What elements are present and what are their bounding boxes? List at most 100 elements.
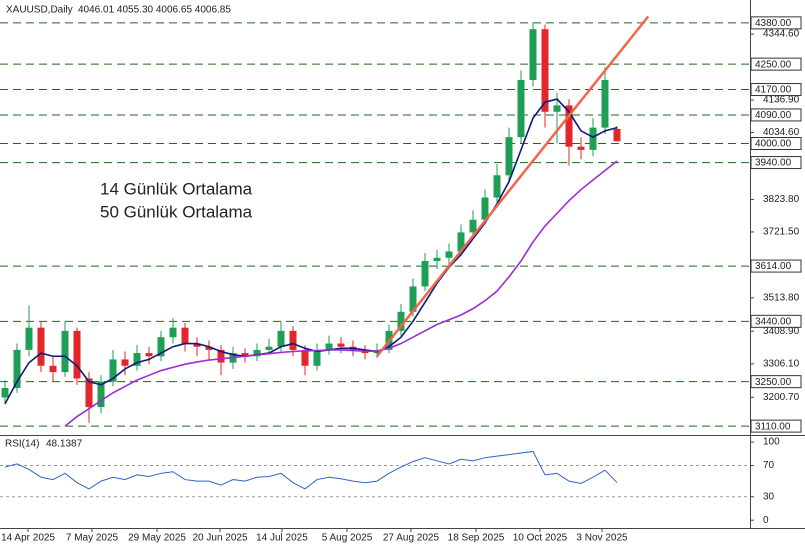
level-label-box bbox=[750, 16, 802, 30]
x-tick-label: 3 Nov 2025 bbox=[576, 533, 628, 544]
candle-body bbox=[433, 257, 441, 261]
rsi-tick-label: 30 bbox=[763, 491, 775, 502]
level-label-box bbox=[750, 156, 802, 170]
candle-body bbox=[205, 346, 213, 350]
x-tick-label: 27 Aug 2025 bbox=[383, 533, 440, 544]
legend-entry: 14 Günlük Ortalama bbox=[100, 179, 253, 198]
x-tick-label: 10 Oct 2025 bbox=[513, 533, 568, 544]
candle-body bbox=[157, 337, 165, 357]
y-tick-label: 3408.90 bbox=[763, 326, 800, 337]
level-label: 4170.00 bbox=[755, 85, 792, 96]
candle-body bbox=[325, 343, 333, 350]
candle-body bbox=[145, 353, 153, 357]
rsi-label: RSI(14) bbox=[5, 439, 39, 450]
candle-body bbox=[409, 286, 417, 312]
legend-entry: 50 Günlük Ortalama bbox=[100, 202, 253, 221]
candle-body bbox=[337, 343, 345, 347]
level-label: 3110.00 bbox=[755, 421, 791, 432]
rsi-last-value: 48.1387 bbox=[46, 439, 83, 450]
level-label-box bbox=[750, 419, 802, 433]
level-label: 4250.00 bbox=[755, 59, 792, 70]
candle-body bbox=[289, 330, 297, 350]
candle-body bbox=[541, 29, 549, 112]
candle-body bbox=[253, 349, 261, 357]
ohlc-label: 4046.01 4055.30 4006.65 4006.85 bbox=[78, 5, 231, 16]
level-label: 3940.00 bbox=[755, 158, 792, 169]
y-tick-label: 3513.80 bbox=[763, 293, 800, 304]
candle-body bbox=[469, 219, 477, 233]
y-tick-label: 3200.70 bbox=[763, 392, 800, 403]
rsi-tick-label: 0 bbox=[763, 515, 769, 526]
candle-body bbox=[49, 365, 57, 373]
candle-body bbox=[577, 146, 585, 150]
y-tick-label: 4034.60 bbox=[763, 127, 800, 138]
candle-body bbox=[217, 349, 225, 363]
candle-body bbox=[613, 128, 621, 142]
candle-body bbox=[397, 311, 405, 331]
level-label: 3614.00 bbox=[755, 261, 792, 272]
candle-body bbox=[565, 105, 573, 147]
trend-line bbox=[376, 15, 650, 358]
candle-body bbox=[241, 353, 249, 357]
candle-body bbox=[445, 251, 453, 258]
x-tick-label: 5 Aug 2025 bbox=[322, 533, 373, 544]
symbol-label: XAUUSD,Daily bbox=[6, 5, 73, 16]
level-label-box bbox=[750, 83, 802, 97]
candle-body bbox=[193, 343, 201, 347]
candle-body bbox=[85, 378, 93, 408]
x-tick-label: 20 Jun 2025 bbox=[193, 533, 248, 544]
moving-average bbox=[64, 160, 618, 427]
level-label-box bbox=[750, 375, 802, 389]
level-label-box bbox=[750, 108, 802, 122]
candle-body bbox=[313, 349, 321, 366]
x-tick-label: 29 May 2025 bbox=[128, 533, 186, 544]
level-label-box bbox=[750, 137, 802, 151]
candle-body bbox=[529, 29, 537, 81]
x-tick-label: 14 Jul 2025 bbox=[256, 533, 308, 544]
x-tick-label: 18 Sep 2025 bbox=[448, 533, 505, 544]
rsi-line bbox=[4, 450, 618, 490]
rsi-tick-label: 70 bbox=[763, 460, 775, 471]
candle-body bbox=[109, 359, 117, 382]
level-label-box bbox=[750, 314, 802, 328]
level-label: 4000.00 bbox=[755, 139, 792, 150]
candle-body bbox=[493, 175, 501, 198]
level-label: 4090.00 bbox=[755, 110, 792, 121]
candle-body bbox=[421, 261, 429, 287]
candle-body bbox=[301, 349, 309, 366]
candle-body bbox=[25, 327, 33, 350]
x-tick-label: 14 Apr 2025 bbox=[1, 533, 55, 544]
candle-body bbox=[73, 330, 81, 379]
y-tick-label: 3823.80 bbox=[763, 194, 800, 205]
x-tick-label: 7 May 2025 bbox=[66, 533, 119, 544]
level-label-box bbox=[750, 259, 802, 273]
candle-body bbox=[601, 80, 609, 128]
candle-body bbox=[37, 327, 45, 366]
candle-body bbox=[121, 359, 129, 366]
candle-body bbox=[481, 197, 489, 220]
candle-body bbox=[61, 330, 69, 373]
y-tick-label: 4344.60 bbox=[763, 29, 800, 40]
candle-body bbox=[589, 127, 597, 150]
candle-body bbox=[517, 80, 525, 138]
candle-body bbox=[13, 349, 21, 389]
level-label-box bbox=[750, 57, 802, 71]
rsi-tick-label: 100 bbox=[763, 437, 780, 448]
candle-body bbox=[265, 346, 273, 350]
level-label: 4380.00 bbox=[755, 18, 792, 29]
candle-body bbox=[457, 232, 465, 252]
y-tick-label: 3721.50 bbox=[763, 227, 800, 238]
candle-body bbox=[133, 353, 141, 366]
candle-body bbox=[277, 330, 285, 347]
y-tick-label: 3306.10 bbox=[763, 358, 800, 369]
level-label: 3440.00 bbox=[755, 316, 792, 327]
candle-body bbox=[553, 105, 561, 112]
y-tick-label: 4136.90 bbox=[763, 95, 800, 106]
candle-body bbox=[181, 327, 189, 344]
candle-body bbox=[97, 381, 105, 408]
candle-body bbox=[505, 137, 513, 176]
candle-body bbox=[169, 327, 177, 338]
level-label: 3250.00 bbox=[755, 377, 792, 388]
